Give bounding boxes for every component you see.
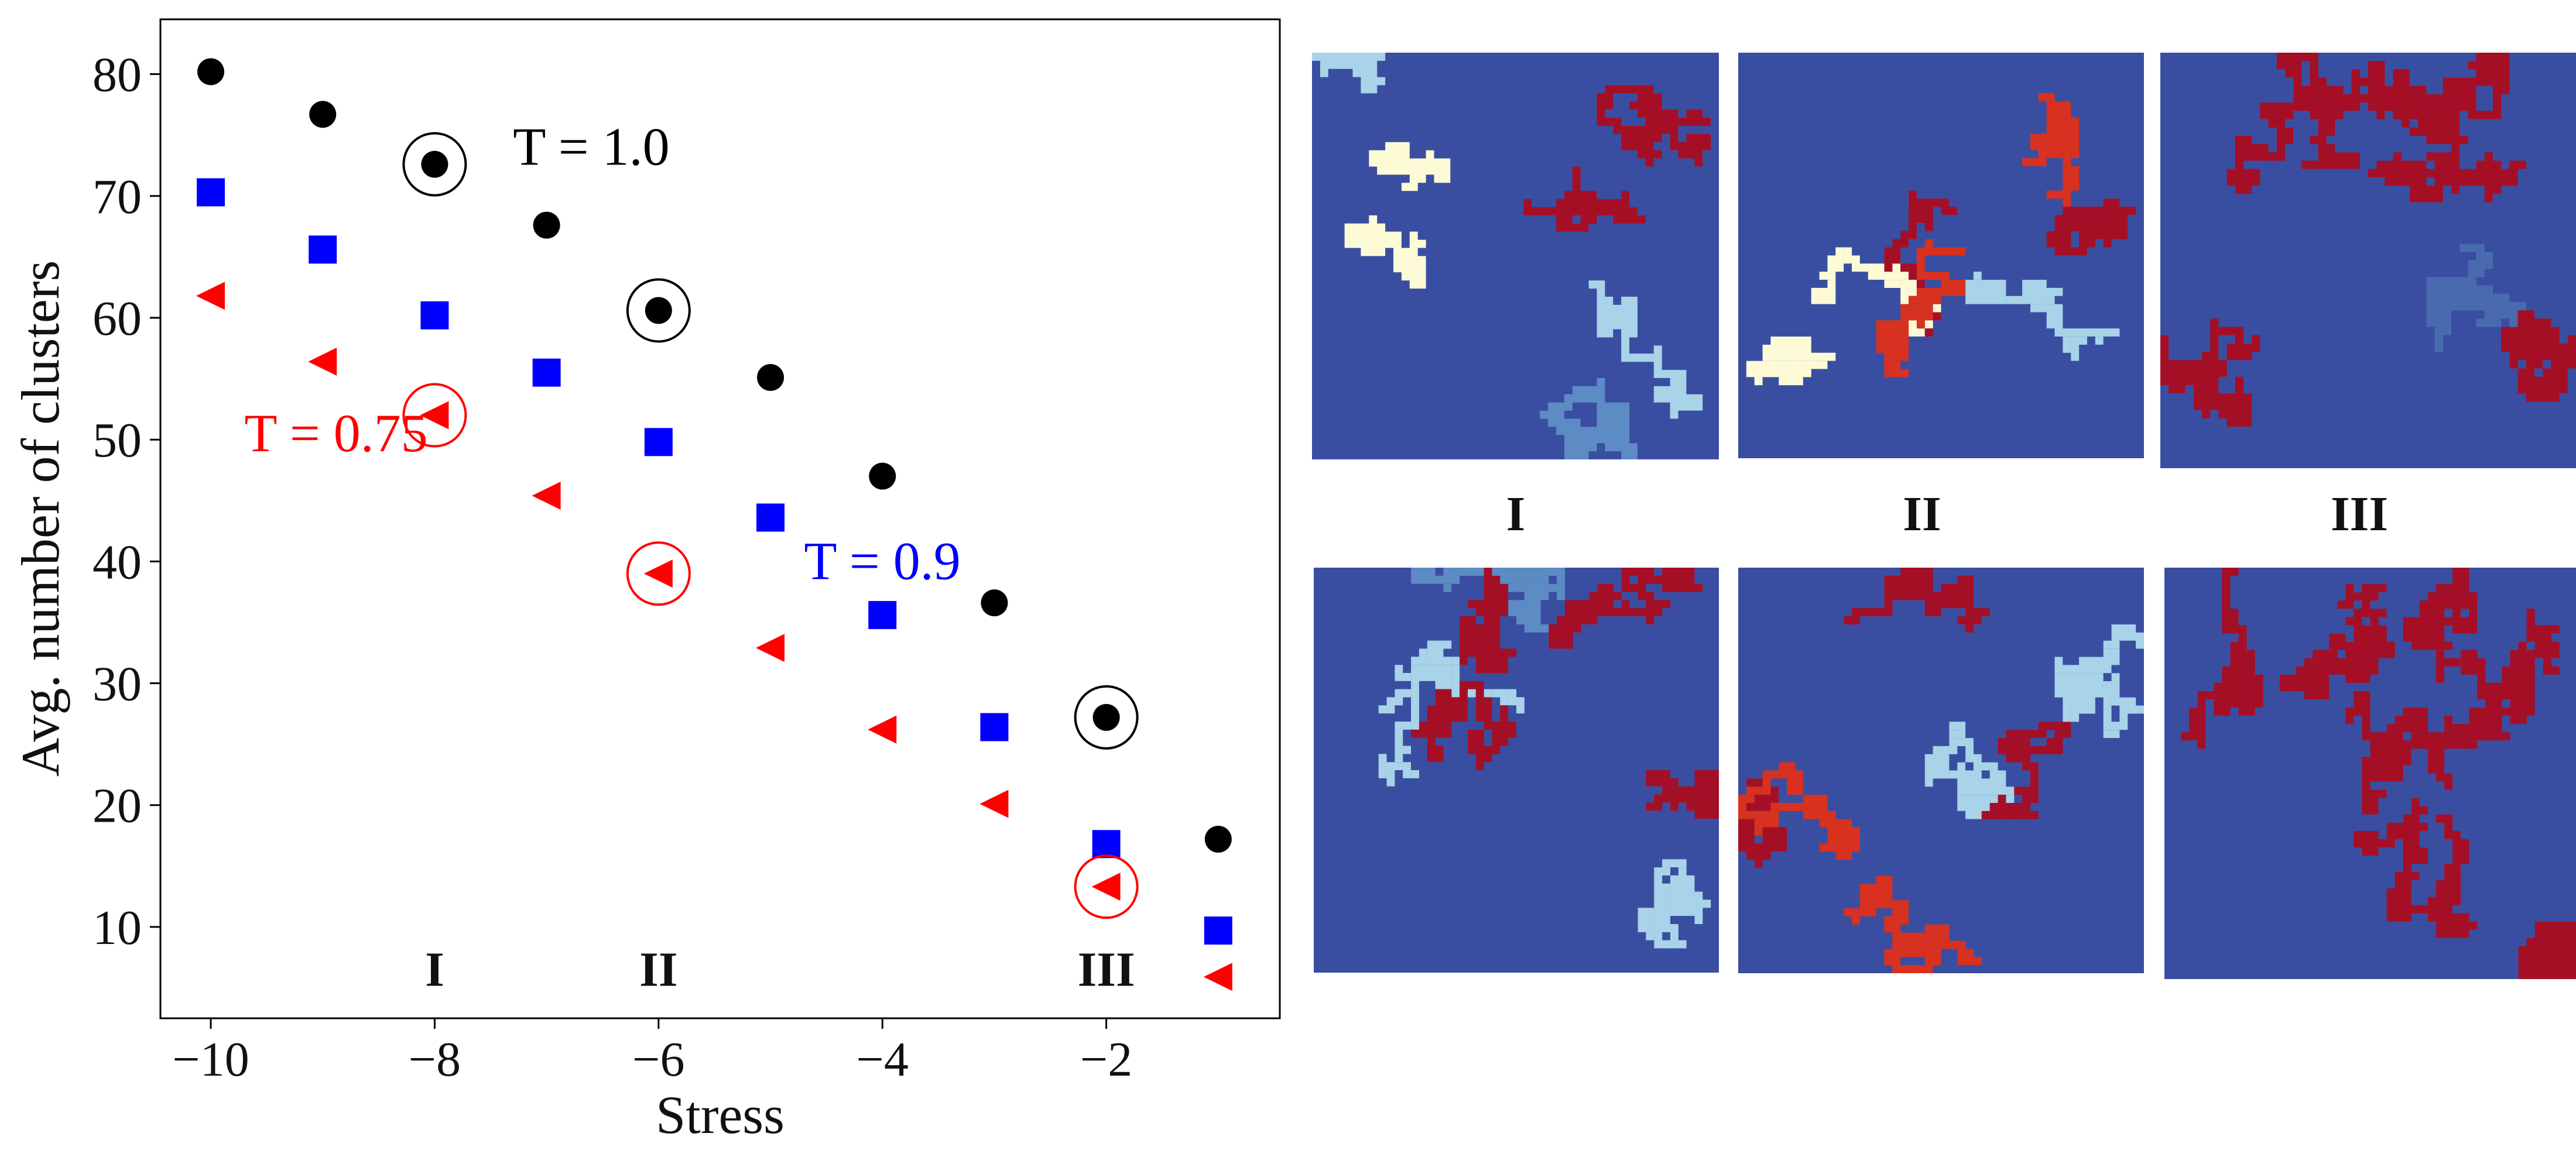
data-point-square [1092, 830, 1121, 859]
series-annotation: T = 1.0 [513, 117, 669, 177]
data-point-circle [533, 211, 560, 239]
highlight-ring [626, 541, 691, 606]
axis-ticks: −10 −8 −6 −4 −2 10 20 30 40 50 60 70 80 [93, 48, 1132, 1087]
snapshot-iii-bottom [2164, 568, 2576, 979]
regime-label: II [639, 943, 677, 997]
regime-label: I [425, 943, 444, 997]
y-tick-label: 30 [93, 657, 142, 712]
snapshot-ii-bottom [1738, 568, 2144, 973]
cluster-cells [1844, 568, 1990, 633]
data-point-triangle [532, 481, 561, 510]
series-annotation: T = 0.75 [244, 403, 427, 463]
y-tick-label: 70 [93, 170, 142, 224]
highlight-ring [1074, 854, 1139, 919]
cluster-cells [1884, 190, 2136, 337]
annotations: T = 1.0T = 0.9T = 0.75I II III [244, 117, 1135, 997]
snapshot-i-bottom [1314, 568, 1719, 973]
cluster-cells [1738, 722, 2071, 868]
regime-label: III [1078, 943, 1135, 997]
data-point-circle [1092, 703, 1120, 731]
highlight-ring [402, 383, 467, 448]
data-point-circle [197, 58, 225, 85]
data-point-triangle [420, 401, 449, 430]
data-point-triangle [1203, 963, 1232, 991]
x-tick-label: −8 [409, 1032, 461, 1087]
highlight-ring [402, 132, 467, 197]
x-tick-label: −4 [857, 1032, 909, 1087]
data-point-square [980, 713, 1009, 741]
series-annotation: T = 0.9 [804, 531, 960, 590]
cluster-cells [1460, 568, 1719, 819]
cluster-cells [1411, 568, 1703, 771]
panel-label-ii: II [1903, 487, 1941, 541]
panel-label-i: I [1506, 487, 1526, 541]
cluster-cells [1312, 53, 1703, 419]
snapshot-ii-top [1738, 53, 2144, 458]
data-marks [196, 58, 1232, 991]
data-point-triangle [979, 789, 1009, 818]
data-point-triangle [1091, 873, 1121, 901]
cluster-cells [1523, 85, 1711, 232]
panel-label-iii: III [2330, 487, 2389, 541]
cluster-cells [2279, 568, 2502, 790]
data-point-square [309, 235, 337, 264]
cluster-cells [1411, 568, 1566, 633]
data-point-square [532, 358, 561, 387]
cluster-cells [2393, 53, 2576, 402]
cluster-cells [2354, 798, 2478, 938]
y-axis-label: Avg. number of clusters [11, 260, 70, 777]
cluster-cells [1746, 247, 1941, 386]
snapshot-background [1738, 53, 2144, 458]
snapshot-iii-top [2160, 53, 2576, 468]
data-point-circle [421, 150, 448, 178]
cluster-cells [2318, 61, 2526, 202]
snapshot-i-top [1312, 53, 1719, 459]
data-point-circle [981, 589, 1008, 617]
y-tick-label: 40 [93, 535, 142, 589]
data-point-square [1204, 916, 1232, 945]
data-point-square [756, 503, 785, 532]
data-point-circle [309, 101, 337, 128]
plot-frame [159, 18, 1281, 1019]
data-point-circle [645, 297, 672, 324]
cluster-cells [1965, 272, 2120, 361]
data-point-circle [869, 462, 896, 490]
highlight-ring [1074, 685, 1139, 750]
x-tick-label: −10 [172, 1032, 249, 1087]
data-point-triangle [868, 715, 897, 744]
data-point-circle [1204, 825, 1232, 853]
y-tick-label: 80 [93, 48, 142, 102]
data-point-circle [757, 364, 785, 392]
y-tick-label: 60 [93, 291, 142, 346]
cluster-cells [2160, 53, 2360, 427]
cluster-cells [1876, 93, 2080, 377]
cluster-cells [2345, 691, 2576, 979]
cluster-cells [2426, 243, 2526, 352]
data-point-triangle [756, 634, 785, 662]
y-tick-label: 50 [93, 413, 142, 468]
x-tick-label: −6 [632, 1032, 684, 1087]
cluster-cells [1344, 142, 1451, 289]
highlight-ring [626, 278, 691, 343]
y-tick-label: 20 [93, 779, 142, 833]
snapshot-panels [1312, 53, 2576, 979]
cluster-cells [1378, 640, 1711, 949]
x-tick-label: −2 [1080, 1032, 1132, 1087]
data-point-square [868, 600, 897, 629]
x-axis-label: Stress [656, 1085, 785, 1145]
data-point-triangle [643, 559, 673, 588]
scatter-plot: −10 −8 −6 −4 −2 10 20 30 40 50 60 70 80 T = 1.0 T = 0… [11, 18, 1281, 1145]
y-tick-label: 10 [93, 901, 142, 955]
data-point-triangle [308, 347, 337, 376]
data-point-square [197, 178, 225, 207]
cluster-cells [1540, 378, 1638, 459]
data-point-triangle [196, 281, 225, 310]
data-point-square [644, 428, 673, 456]
data-point-square [420, 301, 449, 329]
